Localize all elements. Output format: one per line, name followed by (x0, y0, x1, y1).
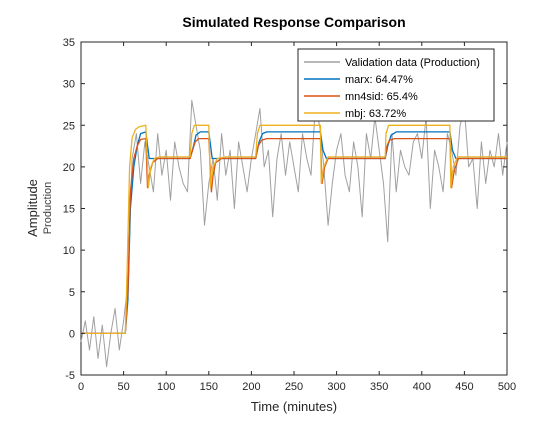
x-tick-label-8: 400 (413, 381, 431, 393)
y-tick-label-3: 10 (63, 245, 75, 257)
chart-title: Simulated Response Comparison (182, 14, 405, 30)
legend-label-1: marx: 64.47% (345, 74, 413, 86)
y-tick-label-6: 25 (63, 120, 75, 132)
series-line-0 (80, 99, 508, 368)
y-tick-label-0: -5 (65, 370, 75, 382)
x-tick-label-5: 250 (285, 381, 303, 393)
x-tick-label-10: 500 (498, 381, 516, 393)
x-tick-label-1: 50 (117, 381, 129, 393)
y-tick-label-7: 30 (63, 79, 75, 91)
y-tick-label-8: 35 (63, 37, 75, 49)
x-tick-label-2: 100 (157, 381, 175, 393)
legend: Validation data (Production) marx: 64.47%… (297, 48, 495, 122)
y-axis-sublabel: Production (42, 182, 54, 235)
x-tick-label-4: 200 (242, 381, 260, 393)
legend-label-0: Validation data (Production) (345, 57, 480, 69)
y-tick-label-4: 15 (63, 204, 75, 216)
ticks-layer: 0 50 100 150 200 250 300 350 400 450 500-505101520… (63, 37, 516, 393)
x-tick-label-3: 150 (200, 381, 218, 393)
y-tick-label-5: 20 (63, 162, 75, 174)
x-tick-label-9: 450 (455, 381, 473, 393)
x-axis-label: Time (minutes) (251, 399, 337, 414)
x-tick-label-6: 300 (327, 381, 345, 393)
series-line-3 (81, 124, 507, 335)
series-layer (80, 99, 508, 368)
y-axis-label: Amplitude (25, 179, 40, 237)
y-tick-label-1: 0 (69, 328, 75, 340)
legend-label-2: mn4sid: 65.4% (345, 91, 418, 103)
legend-box (297, 48, 495, 122)
y-tick-label-2: 5 (69, 287, 75, 299)
x-tick-label-0: 0 (78, 381, 84, 393)
legend-label-3: mbj: 63.72% (345, 108, 406, 120)
series-line-1 (81, 131, 507, 335)
x-tick-label-7: 350 (370, 381, 388, 393)
